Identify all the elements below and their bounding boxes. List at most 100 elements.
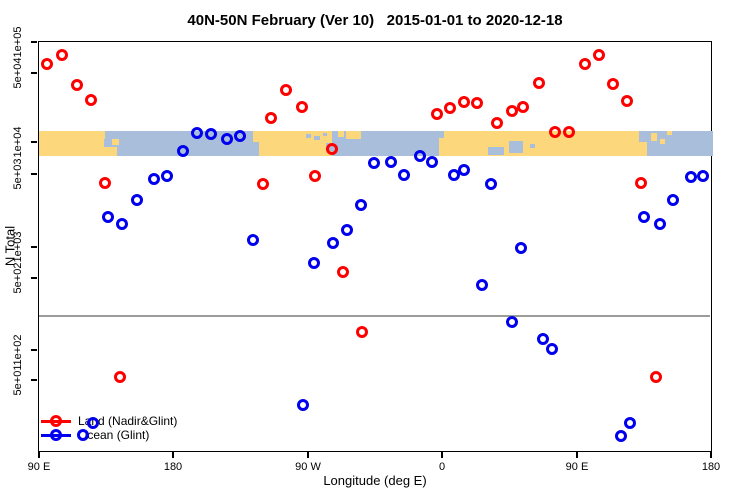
x-axis-tick <box>576 452 578 458</box>
data-point-ocean <box>448 169 460 181</box>
data-point-ocean <box>191 127 203 139</box>
data-point-ocean <box>327 237 339 249</box>
data-point-ocean <box>414 150 426 162</box>
data-point-land <box>491 117 503 129</box>
data-point-land <box>337 266 349 278</box>
legend-marker-land <box>50 415 62 427</box>
map-band-ocean-patch <box>323 133 327 136</box>
y-axis-tick <box>31 173 37 175</box>
data-point-land <box>635 177 647 189</box>
y-tick-label: 1e+03 <box>12 231 24 263</box>
legend-item-ocean: Ocean (Glint) <box>41 428 201 442</box>
map-band-land-patch <box>660 139 665 144</box>
data-point-ocean <box>102 211 114 223</box>
data-point-land <box>257 178 269 190</box>
data-point-land <box>471 97 483 109</box>
map-band-ocean-patch <box>639 131 648 142</box>
data-point-ocean <box>385 156 397 168</box>
data-point-land <box>593 49 605 61</box>
data-point-land <box>431 108 443 120</box>
map-band-land-segment <box>259 131 332 156</box>
map-band-ocean-patch <box>488 147 504 155</box>
legend-label-land: Land (Nadir&Glint) <box>78 414 178 428</box>
x-axis-tick <box>307 452 309 458</box>
data-point-ocean <box>624 417 636 429</box>
y-tick-label: 5e+03 <box>12 158 24 190</box>
plot-area: Land (Nadir&Glint) Ocean (Glint) <box>38 41 713 452</box>
data-point-ocean <box>398 169 410 181</box>
data-point-land <box>607 78 619 90</box>
data-point-land <box>114 371 126 383</box>
data-point-ocean <box>537 333 549 345</box>
data-point-land <box>85 94 97 106</box>
legend-label-ocean: Ocean (Glint) <box>78 428 150 442</box>
data-point-ocean <box>546 343 558 355</box>
y-axis-tick <box>31 246 37 248</box>
map-band-land-patch <box>667 131 672 135</box>
y-tick-label: 5e+04 <box>12 57 24 89</box>
data-point-land <box>506 105 518 117</box>
data-point-ocean <box>667 194 679 206</box>
data-point-ocean <box>148 173 160 185</box>
x-tick-label: 90 E <box>27 461 51 473</box>
data-point-ocean <box>426 156 438 168</box>
data-point-ocean <box>205 128 217 140</box>
y-axis-tick <box>31 72 37 74</box>
y-axis-tick <box>31 349 37 351</box>
data-point-land <box>296 101 308 113</box>
data-point-land <box>444 102 456 114</box>
map-band-land-patch <box>253 131 259 142</box>
data-point-ocean <box>234 130 246 142</box>
data-point-land <box>621 95 633 107</box>
map-band-land-patch <box>346 131 361 139</box>
data-point-ocean <box>458 164 470 176</box>
x-axis-tick <box>710 452 712 458</box>
map-band-ocean-patch <box>509 141 523 153</box>
y-tick-label: 1e+04 <box>12 126 24 158</box>
data-point-land <box>517 101 529 113</box>
data-point-ocean <box>87 417 99 429</box>
data-point-land <box>56 49 68 61</box>
y-axis-tick <box>31 41 37 43</box>
data-point-ocean <box>177 145 189 157</box>
data-point-ocean <box>297 399 309 411</box>
data-point-land <box>579 58 591 70</box>
data-point-ocean <box>638 211 650 223</box>
x-tick-label: 180 <box>701 461 721 473</box>
data-point-land <box>549 126 561 138</box>
data-point-ocean <box>368 157 380 169</box>
map-band-land-segment <box>39 131 104 156</box>
data-point-ocean <box>355 199 367 211</box>
y-axis-tick <box>31 277 37 279</box>
data-point-land <box>356 326 368 338</box>
map-band-land-patch <box>651 133 657 141</box>
legend-item-land: Land (Nadir&Glint) <box>41 414 201 428</box>
map-band-ocean-patch <box>306 134 311 138</box>
y-tick-label: 5e+01 <box>12 364 24 396</box>
x-axis-tick <box>38 452 40 458</box>
map-band-ocean-patch <box>314 136 320 140</box>
data-point-ocean <box>77 429 89 441</box>
data-point-ocean <box>615 430 627 442</box>
data-point-land <box>326 143 338 155</box>
data-point-ocean <box>221 133 233 145</box>
map-band-land-patch <box>338 131 344 137</box>
data-point-land <box>280 84 292 96</box>
data-point-ocean <box>476 279 488 291</box>
y-axis-tick <box>31 379 37 381</box>
chart-title: 40N-50N February (Ver 10) 2015-01-01 to … <box>187 12 563 29</box>
data-point-ocean <box>654 218 666 230</box>
x-tick-label: 90 W <box>295 461 321 473</box>
data-point-ocean <box>116 218 128 230</box>
data-point-land <box>650 371 662 383</box>
data-point-ocean <box>697 170 709 182</box>
data-point-land <box>99 177 111 189</box>
map-band-ocean-segment <box>647 131 713 156</box>
legend-marker-ocean <box>50 429 62 441</box>
map-band-land-patch <box>104 147 117 156</box>
data-point-ocean <box>485 178 497 190</box>
map-band-land-patch <box>100 131 105 139</box>
data-point-ocean <box>247 234 259 246</box>
data-point-ocean <box>308 257 320 269</box>
